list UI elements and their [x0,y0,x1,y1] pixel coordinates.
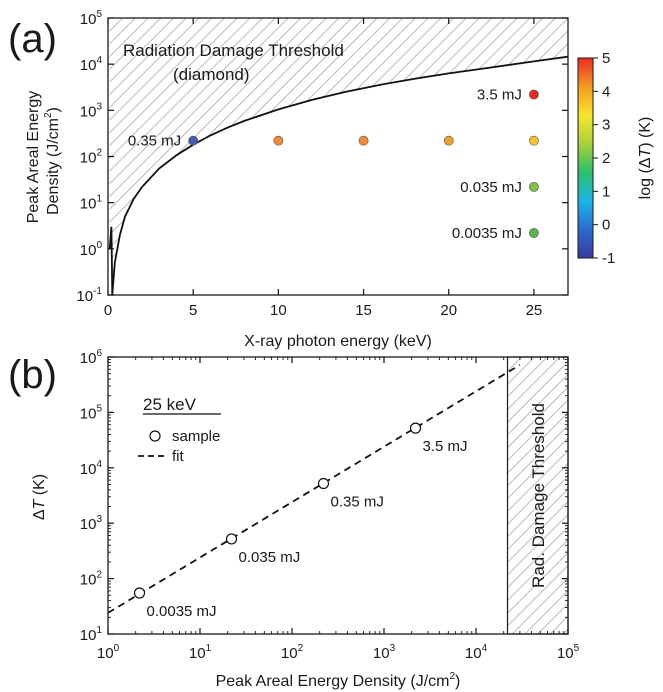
fit-line-b [108,364,521,614]
threshold-label-a: Radiation Damage Threshold [123,41,344,60]
threshold-label-b: Rad. Damage Threshold [529,403,548,588]
data-point-a [529,135,539,146]
panel-b: (b) 100 101 102 103 104 105101102103104105106… [8,348,580,690]
sample-label-b: 0.0035 mJ [147,603,217,620]
data-point-a [529,181,539,192]
y-tick-label-a: 103 [80,101,103,120]
x-tick-label-b: 102 [281,643,304,662]
colorbar-tick-label: 3 [602,117,610,134]
legend-label-fit: fit [172,448,185,465]
y-tick-label-b: 104 [80,459,103,478]
data-point-a [529,228,539,238]
point-label-a: 0.35 mJ [128,133,181,150]
threshold-sublabel-a: (diamond) [173,65,250,84]
y-axis-label-b: ΔT (K) [31,474,48,520]
colorbar-label: log (ΔT) (K) [637,117,654,200]
threshold-curve-a [108,55,568,295]
legend-label-sample: sample [172,428,220,445]
x-axis-label-a: X-ray photon energy (keV) [244,333,432,350]
sample-point-b [409,422,422,434]
data-point-a [188,135,199,146]
y-tick-label-a: 104 [80,55,103,74]
sample-label-b: 0.035 mJ [239,549,301,566]
sample-label-b: 0.35 mJ [331,494,384,511]
data-point-a [358,135,369,146]
x-tick-label-a: 20 [440,302,457,319]
y-tick-label-a: 105 [80,9,103,28]
y-tick-label-b: 103 [80,514,103,533]
x-axis-label-b: Peak Areal Energy Density (J/cm2) [216,671,461,690]
y-axis-label-a-line2: Density (J/cm2) [43,107,62,215]
axes-ticks-a: 0 5 10 15 20 25 10-1 100 101 102 103 104 105 [76,9,568,319]
y-tick-label-b: 106 [80,348,103,367]
sample-label-b: 3.5 mJ [423,438,468,455]
x-tick-label-a: 10 [270,302,287,319]
x-tick-label-a: 15 [355,302,372,319]
colorbar: -1 0 1 2 3 4 5 log (ΔT) (K) [577,50,654,267]
data-point-a [443,135,454,146]
colorbar-ticks: -1 0 1 2 3 4 5 [593,50,615,267]
title-b: 25 keV [143,395,197,414]
colorbar-tick-label: 0 [602,217,610,234]
y-axis-label-a-line1: Peak Areal Energy [25,91,42,224]
x-tick-label-b: 104 [465,643,488,662]
y-tick-label-a: 100 [80,240,103,259]
y-tick-label-b: 105 [80,403,103,422]
y-tick-label-a: 101 [80,194,103,213]
data-point-a [529,89,539,100]
plot-frame-a [107,17,569,296]
colorbar-tick-label: 2 [602,150,610,167]
colorbar-gradient [577,57,594,259]
point-label-a: 3.5 mJ [477,87,522,104]
y-tick-label-b: 101 [80,625,103,644]
points-a: 0.35 mJ 3.5 mJ 0.035 mJ 0.0035 mJ [128,87,539,242]
sample-point-b [317,477,330,490]
panel-a-letter: (a) [8,17,57,61]
x-tick-label-b: 105 [557,643,580,662]
x-tick-label-b: 100 [97,643,120,662]
data-point-a [273,135,284,146]
colorbar-tick-label: 4 [602,83,610,100]
legend-marker-sample [149,430,161,442]
colorbar-tick-label: 5 [602,50,610,67]
y-axis-label-a: Peak Areal Energy Density (J/cm2) [25,91,62,224]
y-tick-label-a: 102 [80,148,103,167]
x-tick-label-a: 5 [189,302,197,319]
colorbar-tick-label: 1 [602,183,610,200]
colorbar-tick-label: -1 [602,250,615,267]
panel-b-letter: (b) [8,353,57,397]
point-label-a: 0.0035 mJ [452,225,522,242]
damage-region-a [109,18,568,295]
points-b: 0.0035 mJ 0.035 mJ 0.35 mJ 3.5 mJ [133,422,468,620]
sample-point-b [225,533,238,545]
sample-point-b [133,587,146,599]
x-tick-label-b: 103 [373,643,396,662]
plot-frame-b [107,356,569,635]
x-tick-label-a: 25 [526,302,543,319]
x-tick-label-a: 0 [104,302,112,319]
x-tick-label-b: 101 [189,643,212,662]
y-tick-label-b: 102 [80,570,103,589]
y-tick-label-a: 10-1 [76,286,102,305]
point-label-a: 0.035 mJ [460,179,522,196]
